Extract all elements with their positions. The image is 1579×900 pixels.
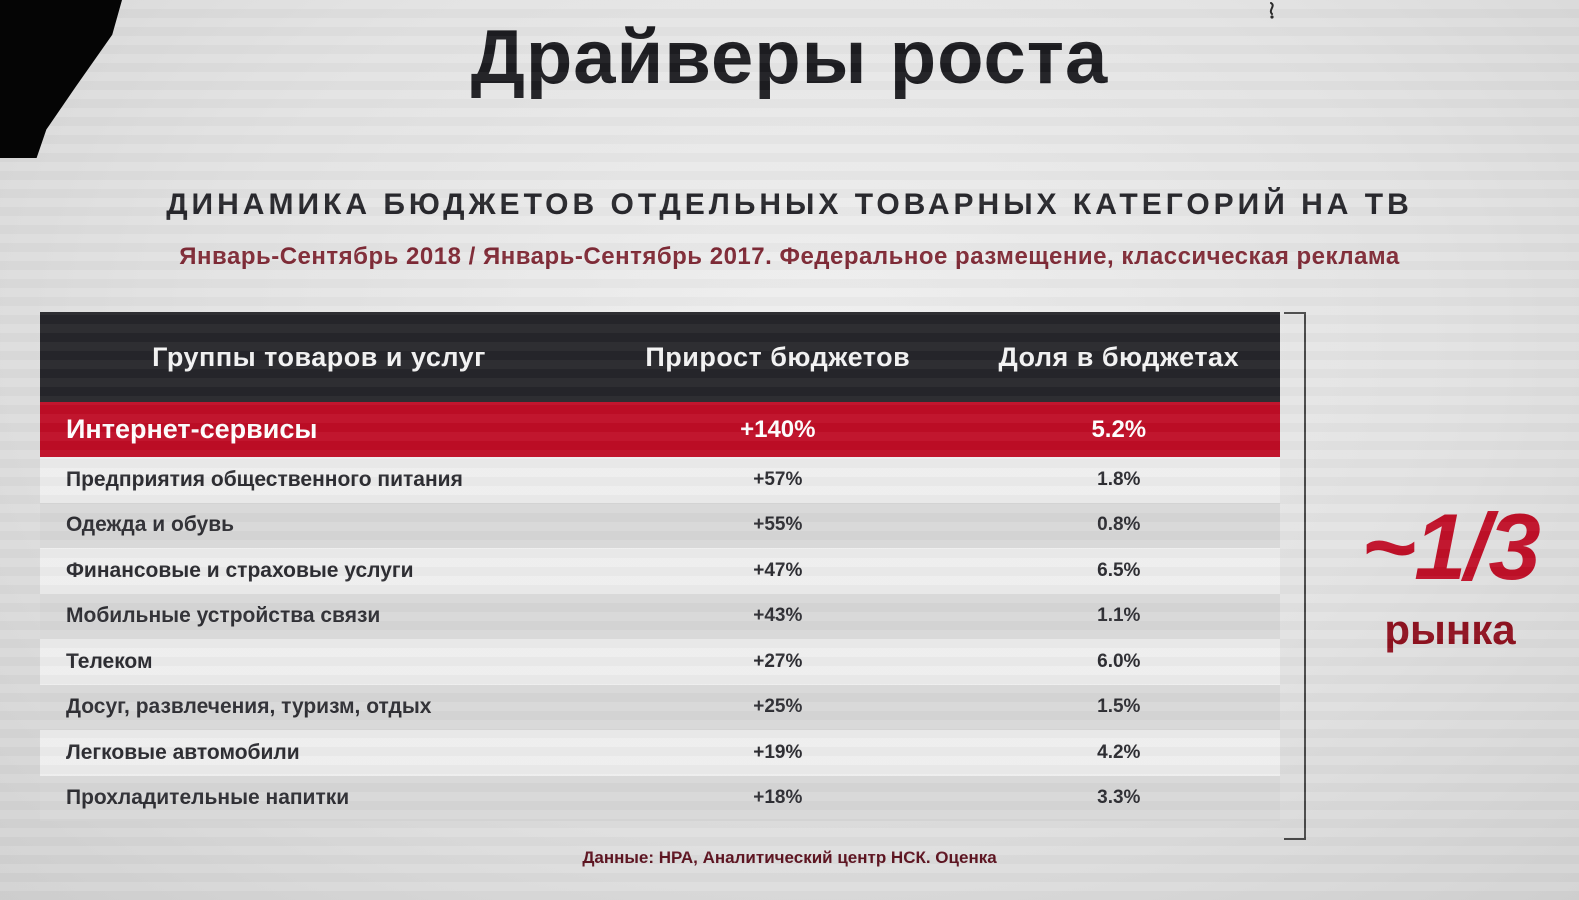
header-cell-category: Группы товаров и услуг [152,341,486,372]
market-share-annotation: ~1/3 рынка [1340,500,1560,654]
source-footer: Данные: НРА, Аналитический центр НСК. Оц… [582,848,997,867]
row-growth: +140% [740,415,816,443]
row-share: 1.8% [1097,468,1141,490]
market-share-value: ~1/3 [1361,494,1541,599]
header-cell-share: Доля в бюджетах [998,341,1240,372]
section-subtitle: ДИНАМИКА БЮДЖЕТОВ ОТДЕЛЬНЫХ ТОВАРНЫХ КАТ… [166,188,1413,221]
row-growth: +27% [753,650,803,672]
row-category: Мобильные устройства связи [66,604,381,628]
table-row: Телеком +27% 6.0% [40,639,1280,685]
row-growth: +43% [753,605,803,627]
row-category: Одежда и обувь [66,513,235,537]
table-row: Прохладительные напитки +18% 3.3% [40,775,1280,821]
row-growth: +57% [753,468,803,490]
row-category: Досуг, развлечения, туризм, отдых [66,695,432,719]
row-growth: +19% [753,741,803,763]
stray-pointer-mark-icon [1262,2,1280,28]
table-row: Досуг, развлечения, туризм, отдых +25% 1… [40,684,1280,730]
row-share: 4.2% [1097,741,1141,763]
table-row: Финансовые и страховые услуги +47% 6.5% [40,548,1280,594]
row-share: 0.8% [1097,514,1141,536]
row-share: 1.5% [1097,696,1141,718]
table-row: Предприятия общественного питания +57% 1… [40,457,1280,503]
page-title: Драйверы роста [470,15,1109,100]
table-row: Легковые автомобили +19% 4.2% [40,730,1280,776]
row-growth: +18% [753,787,803,809]
table-row-highlight: Интернет-сервисы +140% 5.2% [40,402,1280,457]
row-share: 5.2% [1091,415,1147,443]
budgets-table: Группы товаров и услуг Прирост бюджетов … [40,312,1280,821]
row-growth: +55% [753,514,803,536]
row-category: Легковые автомобили [66,740,300,764]
table-header-row: Группы товаров и услуг Прирост бюджетов … [40,312,1280,402]
row-category: Финансовые и страховые услуги [66,558,414,582]
row-share: 3.3% [1097,787,1141,809]
row-category: Телеком [66,649,153,673]
row-growth: +47% [753,559,803,581]
table-row: Одежда и обувь +55% 0.8% [40,502,1280,548]
row-growth: +25% [753,696,803,718]
row-category: Интернет-сервисы [66,414,318,444]
table-row: Мобильные устройства связи +43% 1.1% [40,593,1280,639]
market-share-label: рынка [1384,606,1516,653]
row-share: 6.5% [1097,559,1141,581]
header-cell-growth: Прирост бюджетов [645,341,911,372]
row-category: Прохладительные напитки [66,786,350,810]
side-bracket [1284,312,1306,840]
period-line: Январь-Сентябрь 2018 / Январь-Сентябрь 2… [179,243,1400,270]
row-share: 6.0% [1097,650,1141,672]
row-category: Предприятия общественного питания [66,467,463,491]
row-share: 1.1% [1097,605,1141,627]
